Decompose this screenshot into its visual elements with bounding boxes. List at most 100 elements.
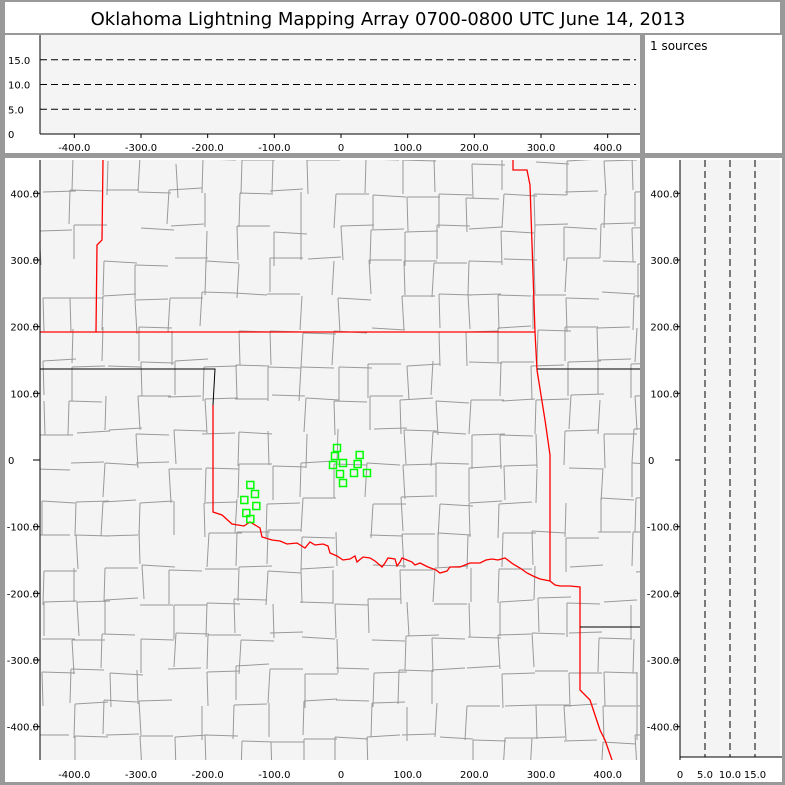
county-line: [139, 500, 174, 504]
county-line: [399, 569, 402, 605]
county-line: [372, 564, 407, 567]
y-tick-label: -100.0: [647, 523, 679, 534]
county-line: [137, 160, 141, 192]
county-line: [240, 639, 275, 642]
county-line: [166, 189, 170, 225]
county-line: [302, 700, 305, 736]
county-line: [597, 399, 601, 435]
county-line: [435, 400, 439, 436]
county-line: [173, 632, 177, 668]
county-line: [336, 638, 339, 674]
county-line: [206, 670, 241, 673]
station-marker: [252, 501, 261, 511]
county-line: [566, 602, 601, 605]
county-line: [204, 467, 207, 503]
county-line: [468, 226, 503, 230]
county-line: [76, 430, 111, 434]
county-line: [597, 637, 600, 673]
county-line: [201, 291, 236, 294]
y-tick-label: 0: [8, 130, 14, 141]
county-line: [563, 430, 566, 466]
county-line: [174, 358, 209, 362]
county-line: [533, 259, 536, 295]
station-marker: [332, 443, 342, 453]
county-line: [307, 256, 342, 260]
county-line: [267, 668, 271, 704]
y-tick-label: 100.0: [10, 389, 39, 400]
county-line: [104, 597, 139, 601]
county-line: [497, 294, 500, 330]
y-tick-label: 15.0: [8, 56, 30, 67]
county-line: [431, 637, 466, 640]
county-line: [340, 225, 344, 261]
county-line: [271, 394, 306, 397]
county-line: [531, 632, 566, 635]
county-line: [467, 636, 502, 639]
county-line: [531, 632, 535, 668]
county-line: [337, 297, 372, 301]
county-line: [563, 226, 598, 230]
county-line: [41, 500, 76, 504]
county-line: [238, 192, 241, 228]
county-line: [201, 160, 204, 194]
county-line: [533, 193, 536, 229]
county-line: [42, 297, 45, 333]
county-line: [372, 672, 375, 708]
county-line: [235, 663, 270, 667]
county-line: [241, 740, 276, 743]
county-line: [468, 502, 471, 538]
county-line: [438, 331, 441, 367]
county-line: [43, 400, 46, 436]
county-line: [599, 223, 602, 259]
county-line: [232, 704, 235, 740]
county-line: [134, 264, 169, 267]
county-line: [237, 431, 240, 467]
x-tick-label: -100.0: [258, 143, 290, 154]
county-line: [536, 329, 539, 365]
county-line: [465, 197, 500, 200]
county-line: [333, 400, 368, 403]
x-tick-label: 0: [677, 770, 683, 781]
county-line: [468, 399, 472, 435]
county-line: [471, 163, 474, 199]
county-line: [501, 398, 536, 402]
county-line: [464, 705, 468, 741]
county-line: [235, 364, 238, 400]
county-line: [206, 634, 209, 670]
county-line: [236, 225, 239, 261]
station-marker: [240, 495, 249, 505]
county-line: [267, 366, 302, 369]
county-line: [602, 741, 637, 745]
county-line: [206, 532, 210, 568]
county-line: [204, 397, 239, 400]
county-line: [565, 297, 568, 333]
county-line: [366, 736, 369, 760]
county-line: [568, 672, 571, 708]
county-line: [101, 633, 136, 636]
county-line: [140, 361, 143, 397]
x-tick-label: -400.0: [58, 770, 90, 781]
county-line: [568, 467, 603, 470]
county-line: [134, 298, 169, 301]
county-line: [173, 429, 177, 465]
county-line: [334, 736, 369, 740]
county-line: [170, 223, 205, 227]
county-line: [504, 704, 539, 707]
county-line: [631, 227, 634, 263]
county-line: [69, 189, 104, 192]
county-line: [406, 363, 441, 367]
county-line: [141, 564, 145, 600]
county-line: [42, 570, 45, 606]
county-line: [100, 633, 103, 669]
y-tick-label: -200.0: [647, 589, 679, 600]
y-tick-label: 200.0: [650, 323, 679, 334]
county-line: [238, 565, 273, 568]
county-line: [439, 503, 474, 507]
county-line: [570, 393, 605, 396]
county-line: [534, 399, 537, 435]
county-line: [173, 429, 208, 432]
county-line: [406, 601, 410, 637]
county-line: [631, 428, 635, 464]
county-line: [431, 667, 466, 671]
county-line: [431, 262, 435, 298]
